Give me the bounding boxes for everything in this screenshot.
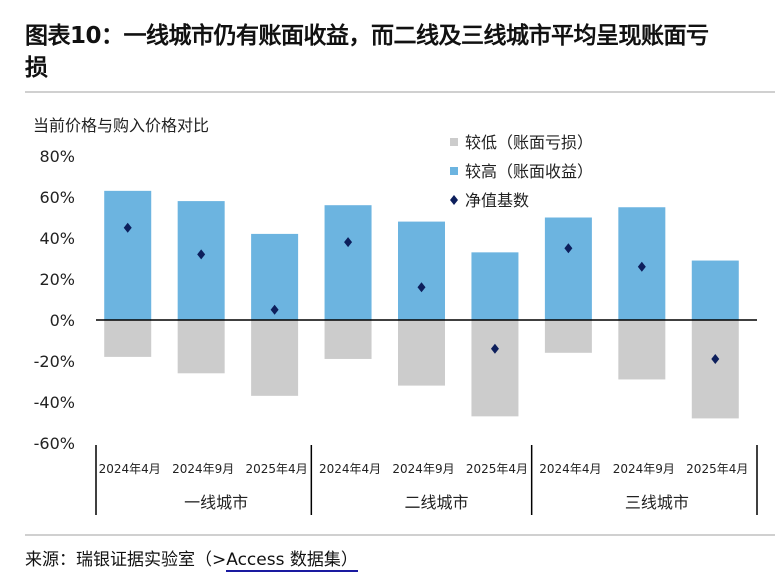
bar-lower: [324, 320, 372, 359]
nav-marker: [417, 282, 426, 293]
legend-diamond-icon: [450, 195, 458, 205]
bar-higher: [177, 201, 225, 320]
x-tick-label: 2025年4月: [246, 462, 308, 476]
group-label: 一线城市: [184, 493, 248, 512]
group-label: 三线城市: [625, 493, 689, 512]
bottom-divider: [25, 534, 775, 536]
chart-title: 图表10：一线城市仍有账面收益，而二线及三线城市平均呈现账面亏损: [25, 23, 709, 81]
nav-marker: [123, 222, 132, 233]
bar-higher: [398, 221, 445, 320]
x-tick-label: 2024年9月: [613, 462, 675, 476]
bar-higher: [471, 252, 519, 320]
nav-marker: [270, 304, 279, 315]
nav-marker: [564, 243, 573, 254]
y-tick-label: -60%: [34, 434, 75, 453]
legend-label: 净值基数: [465, 191, 529, 210]
bar-higher: [104, 190, 152, 320]
y-tick-label: 80%: [39, 147, 75, 166]
x-tick-label: 2024年4月: [99, 462, 161, 476]
nav-marker: [637, 261, 646, 272]
x-tick-label: 2025年4月: [686, 462, 748, 476]
bar-lower: [544, 320, 592, 353]
y-axis-label: 当前价格与购入价格对比: [33, 116, 209, 135]
source-note: 来源：瑞银证据实验室（>Access 数据集）: [25, 545, 358, 572]
bar-higher: [324, 205, 372, 320]
y-tick-label: 0%: [50, 311, 75, 330]
source-text: 来源：瑞银证据实验室（>: [25, 550, 227, 570]
legend-label: 较低（账面亏损）: [465, 133, 593, 152]
nav-marker: [490, 343, 499, 354]
x-tick-label: 2024年9月: [392, 462, 454, 476]
x-tick-label: 2024年4月: [539, 462, 601, 476]
bar-lower: [251, 320, 299, 396]
group-label: 二线城市: [404, 493, 468, 512]
x-tick-label: 2025年4月: [466, 462, 528, 476]
bar-lower: [398, 320, 445, 386]
y-tick-label: 20%: [39, 270, 75, 289]
y-tick-label: -20%: [34, 352, 75, 371]
nav-marker: [197, 249, 206, 260]
nav-marker: [711, 353, 720, 364]
bar-lower: [104, 320, 152, 357]
y-tick-label: 40%: [39, 229, 75, 248]
bar-lower: [691, 320, 739, 419]
bar-lower: [471, 320, 519, 417]
top-divider: [25, 91, 775, 93]
access-dataset-link[interactable]: Access 数据集）: [226, 550, 358, 572]
y-tick-label: 60%: [39, 188, 75, 207]
nav-marker: [344, 237, 353, 248]
x-tick-label: 2024年9月: [172, 462, 234, 476]
legend-swatch: [450, 167, 458, 175]
y-tick-label: -40%: [34, 393, 75, 412]
x-tick-label: 2024年4月: [319, 462, 381, 476]
bar-lower: [177, 320, 225, 374]
bar-lower: [618, 320, 666, 380]
legend-swatch: [450, 138, 458, 146]
legend-label: 较高（账面收益）: [465, 162, 593, 181]
bar-higher: [691, 260, 739, 320]
bar-higher: [544, 217, 592, 320]
